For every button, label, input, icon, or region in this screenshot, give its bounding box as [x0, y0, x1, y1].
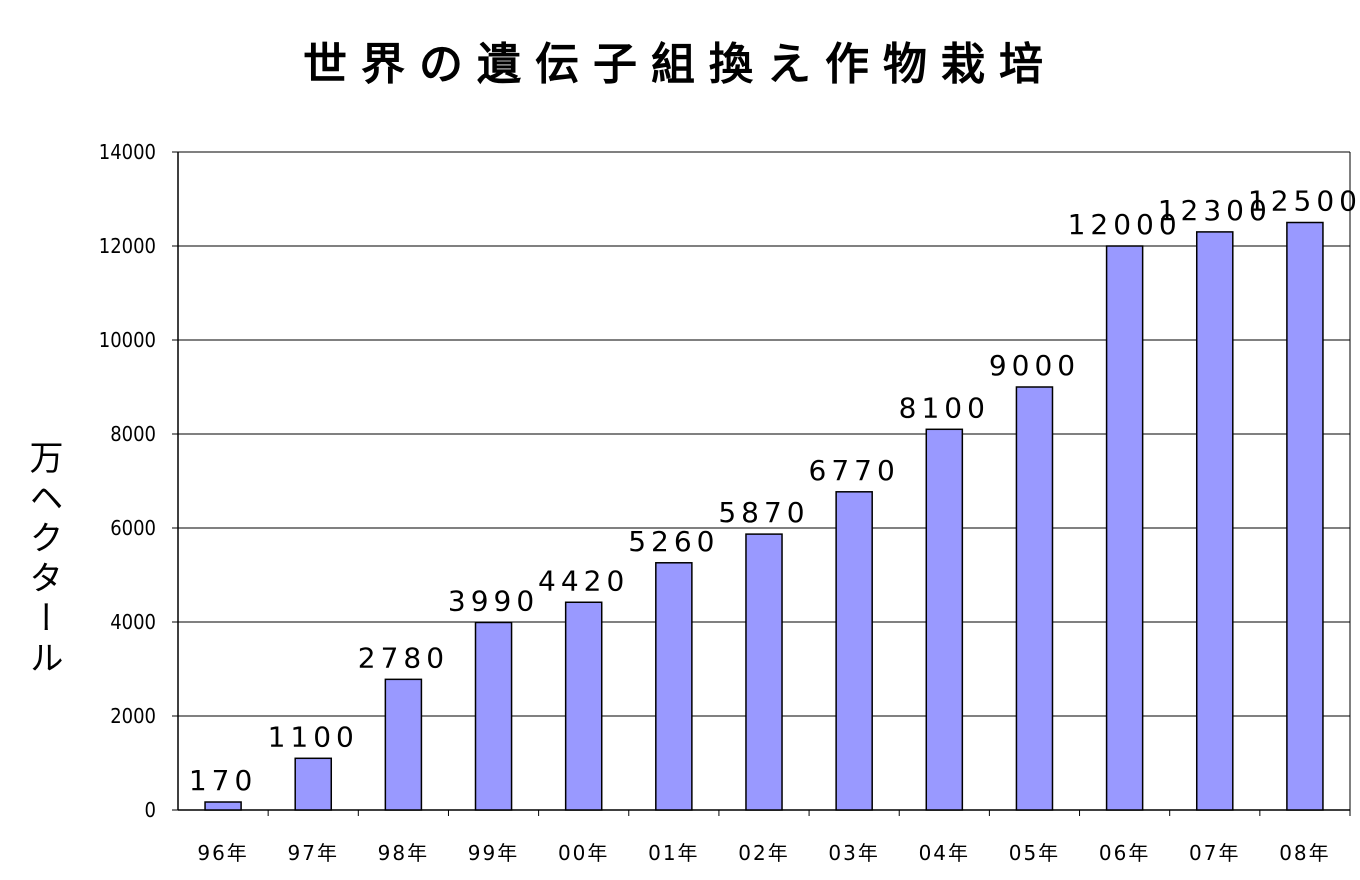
data-label: 6770 — [809, 454, 900, 487]
y-tick-label: 6000 — [110, 516, 156, 540]
data-label: 5870 — [718, 496, 809, 529]
data-label: 12000 — [1068, 208, 1182, 241]
x-tick-label: 03年 — [828, 841, 879, 865]
y-tick-label: 4000 — [110, 610, 156, 634]
data-label: 2780 — [358, 641, 449, 674]
x-tick-label: 01年 — [648, 841, 699, 865]
bar — [655, 562, 693, 811]
bar — [384, 678, 423, 811]
x-tick-label: 99年 — [468, 841, 519, 865]
x-tick-label: 02年 — [738, 841, 789, 865]
bar — [1286, 221, 1324, 811]
y-tick-label: 8000 — [110, 422, 156, 446]
data-label: 1100 — [268, 720, 359, 753]
x-tick-label: 00年 — [558, 841, 609, 865]
y-tick-label: 2000 — [110, 704, 156, 728]
x-tick-label: 05年 — [1009, 841, 1060, 865]
data-label: 9000 — [989, 349, 1080, 382]
y-axis-label: 万ヘクタール — [23, 440, 63, 680]
x-tick-label: 97年 — [288, 841, 339, 865]
data-label: 3990 — [448, 584, 539, 617]
bar — [745, 533, 783, 811]
bar — [474, 621, 513, 811]
y-tick-label: 0 — [145, 798, 156, 822]
y-tick-label: 14000 — [99, 140, 156, 164]
bar — [1195, 231, 1234, 811]
data-label: 8100 — [899, 391, 990, 424]
data-label: 170 — [189, 764, 257, 797]
data-label: 12300 — [1158, 194, 1272, 227]
y-tick-label: 10000 — [99, 328, 156, 352]
bar — [294, 757, 333, 811]
data-label: 4420 — [538, 564, 629, 597]
x-tick-label: 08年 — [1279, 841, 1330, 865]
x-tick-label: 96年 — [197, 841, 248, 865]
bar — [564, 601, 603, 811]
bar — [1105, 245, 1144, 811]
bar — [204, 801, 242, 811]
bar — [1015, 386, 1054, 811]
bar — [835, 491, 873, 811]
data-label: 12500 — [1248, 185, 1360, 218]
chart-title: 世界の遺伝子組換え作物栽培 — [303, 39, 1057, 90]
x-tick-label: 98年 — [378, 841, 429, 865]
bar — [925, 428, 964, 811]
data-label: 5260 — [628, 525, 719, 558]
x-tick-label: 07年 — [1189, 841, 1240, 865]
x-tick-label: 04年 — [919, 841, 970, 865]
y-tick-label: 12000 — [99, 234, 156, 258]
x-tick-label: 06年 — [1099, 841, 1150, 865]
